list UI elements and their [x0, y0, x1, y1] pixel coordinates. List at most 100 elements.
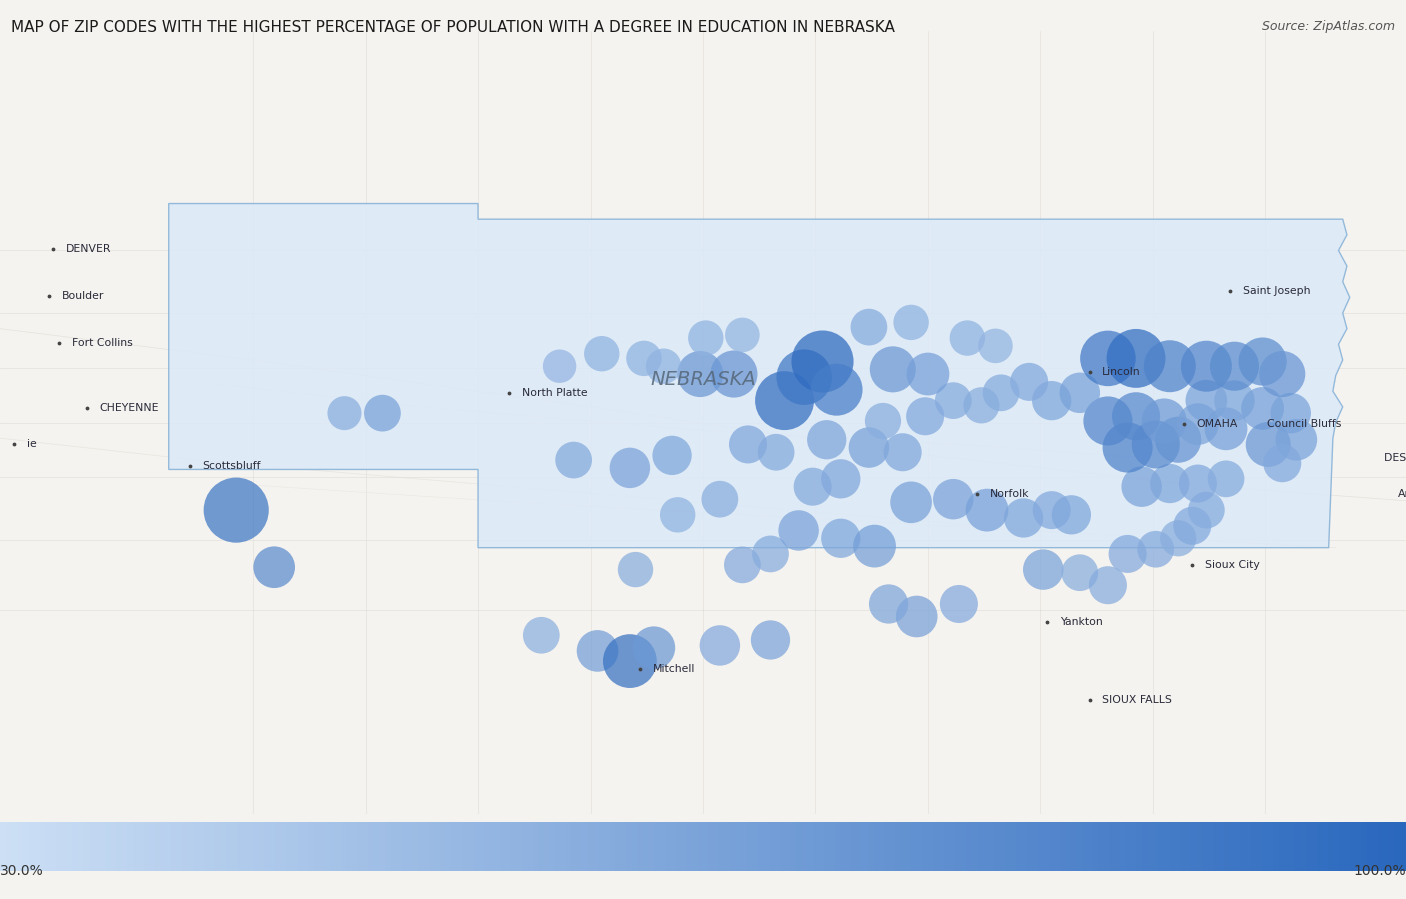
Point	[1251, 354, 1274, 369]
Point	[1144, 542, 1167, 556]
Point	[811, 354, 834, 369]
Point	[830, 531, 852, 546]
Point	[1223, 394, 1246, 408]
Point	[1167, 531, 1189, 546]
Point	[1167, 432, 1189, 447]
Text: Saint Joseph: Saint Joseph	[1243, 286, 1310, 296]
Point	[1159, 359, 1181, 373]
Point	[1032, 563, 1054, 577]
Point	[562, 453, 585, 467]
Point	[1195, 503, 1218, 517]
Point	[1215, 422, 1237, 436]
Point	[882, 362, 904, 377]
Point	[591, 346, 613, 360]
Text: NEBRASKA: NEBRASKA	[650, 370, 756, 389]
Point	[1159, 476, 1181, 491]
Point	[371, 406, 394, 421]
Point	[990, 386, 1012, 400]
Point	[1069, 565, 1091, 580]
Point	[1285, 432, 1308, 447]
Text: ie: ie	[27, 440, 37, 450]
Point	[1060, 508, 1083, 522]
Point	[891, 445, 914, 459]
Point	[863, 539, 886, 553]
Point	[1040, 503, 1063, 517]
Point	[956, 331, 979, 345]
Text: Source: ZipAtlas.com: Source: ZipAtlas.com	[1261, 20, 1395, 32]
Point	[976, 503, 998, 517]
Point	[765, 445, 787, 459]
Point	[1181, 519, 1204, 533]
Point	[984, 339, 1007, 353]
Point	[263, 560, 285, 574]
Point	[1012, 511, 1035, 525]
Point	[1223, 359, 1246, 373]
Point	[548, 359, 571, 373]
Point	[830, 472, 852, 486]
Point	[652, 359, 675, 373]
Point	[1040, 394, 1063, 408]
Point	[723, 367, 745, 381]
Point	[619, 460, 641, 475]
Point	[1097, 352, 1119, 366]
Point	[1130, 479, 1153, 494]
Text: DENVER: DENVER	[66, 244, 111, 254]
Point	[900, 316, 922, 330]
Point	[633, 352, 655, 366]
Text: MAP OF ZIP CODES WITH THE HIGHEST PERCENTAGE OF POPULATION WITH A DEGREE IN EDUC: MAP OF ZIP CODES WITH THE HIGHEST PERCEN…	[11, 20, 896, 35]
Point	[970, 398, 993, 413]
Point	[661, 449, 683, 463]
Point	[731, 557, 754, 572]
Point	[333, 406, 356, 421]
Point	[1125, 352, 1147, 366]
Point	[643, 641, 665, 655]
Point	[872, 414, 894, 428]
Point	[787, 523, 810, 538]
Point	[1279, 406, 1302, 421]
Polygon shape	[169, 203, 1350, 547]
Point	[1069, 386, 1091, 400]
Point	[759, 547, 782, 561]
Point	[815, 432, 838, 447]
Point	[586, 644, 609, 658]
Point	[1018, 375, 1040, 389]
Point	[1116, 441, 1139, 455]
Text: 100.0%: 100.0%	[1354, 864, 1406, 878]
Point	[731, 328, 754, 343]
Point	[1097, 578, 1119, 592]
Point	[948, 597, 970, 611]
Text: Ames: Ames	[1398, 489, 1406, 500]
Point	[225, 503, 247, 517]
Point	[1215, 472, 1237, 486]
Text: CHEYENNE: CHEYENNE	[100, 404, 159, 414]
Point	[773, 394, 796, 408]
Point	[1187, 417, 1209, 432]
Point	[905, 610, 928, 624]
Point	[1251, 401, 1274, 415]
Text: Scottsbluff: Scottsbluff	[202, 460, 262, 470]
Point	[709, 492, 731, 506]
Text: Boulder: Boulder	[62, 290, 104, 301]
Point	[1271, 456, 1294, 470]
Point	[942, 492, 965, 506]
Text: Yankton: Yankton	[1060, 617, 1102, 627]
Point	[1187, 476, 1209, 491]
Point	[1195, 394, 1218, 408]
Point	[900, 495, 922, 510]
Point	[914, 409, 936, 423]
Text: Mitchell: Mitchell	[652, 663, 695, 674]
Text: Sioux City: Sioux City	[1205, 560, 1260, 570]
Point	[1116, 547, 1139, 561]
Text: SIOUX FALLS: SIOUX FALLS	[1102, 695, 1173, 705]
Point	[530, 628, 553, 643]
Point	[858, 441, 880, 455]
Text: Lincoln: Lincoln	[1102, 367, 1140, 377]
Text: Council Bluffs: Council Bluffs	[1267, 419, 1341, 429]
Point	[801, 479, 824, 494]
Point	[1153, 414, 1175, 428]
Point	[858, 320, 880, 334]
Point	[1195, 359, 1218, 373]
Text: DES MOINES: DES MOINES	[1384, 453, 1406, 463]
Point	[942, 394, 965, 408]
Point	[1097, 414, 1119, 428]
